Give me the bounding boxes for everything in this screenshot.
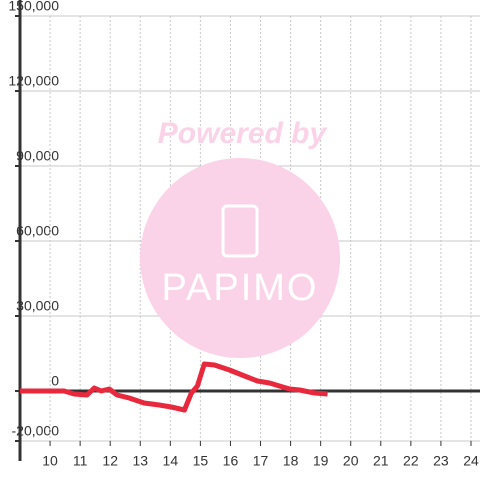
y-tick-label: 90,000 xyxy=(16,148,59,164)
y-tick-label: 0 xyxy=(51,373,59,389)
x-tick-label: 11 xyxy=(73,453,88,469)
x-tick-label: 14 xyxy=(163,453,179,469)
line-series xyxy=(20,361,328,413)
x-tick-label: 24 xyxy=(463,453,479,469)
watermark-brand: PAPIMO xyxy=(162,267,319,309)
phone-icon xyxy=(221,204,259,258)
x-tick-label: 16 xyxy=(223,453,239,469)
x-tick-label: 10 xyxy=(42,453,58,469)
watermark-circle xyxy=(140,158,340,358)
x-tick-label: 13 xyxy=(132,453,148,469)
x-tick-label: 19 xyxy=(313,453,329,469)
x-tick-label: 15 xyxy=(193,453,209,469)
y-tick-label: 150,000 xyxy=(8,0,59,14)
y-tick-label: 60,000 xyxy=(16,223,59,239)
x-tick-label: 21 xyxy=(373,453,389,469)
x-tick-label: 12 xyxy=(102,453,118,469)
y-tick-label: 120,000 xyxy=(8,73,59,89)
x-tick-label: 17 xyxy=(253,453,269,469)
watermark: Powered by PAPIMO xyxy=(140,117,340,358)
x-tick-label: 23 xyxy=(433,453,449,469)
x-tick-label: 22 xyxy=(403,453,419,469)
watermark-title: Powered by xyxy=(158,117,328,150)
x-tick-label: 20 xyxy=(343,453,359,469)
y-tick-label: -20,000 xyxy=(12,423,60,439)
y-tick-label: 30,000 xyxy=(16,298,59,314)
x-tick-label: 18 xyxy=(283,453,299,469)
